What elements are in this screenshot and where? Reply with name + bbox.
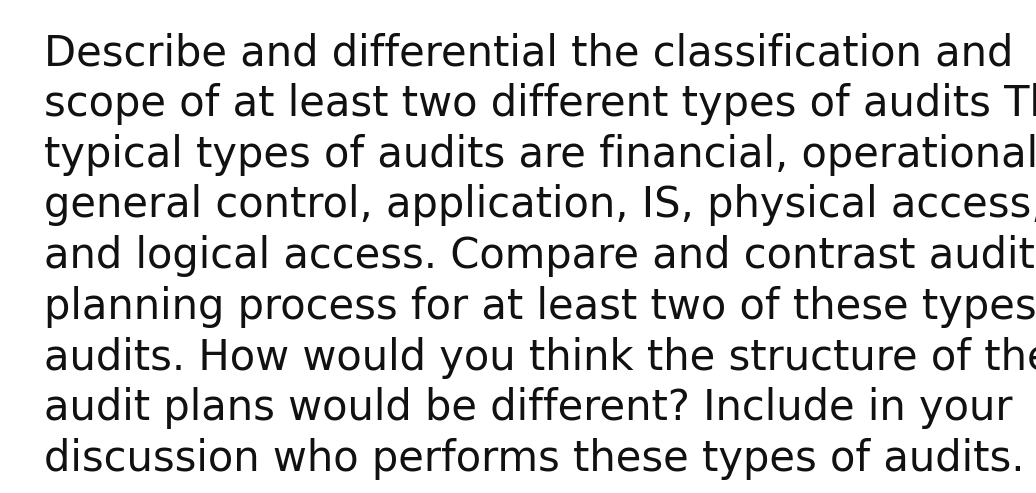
Text: and logical access. Compare and contrast audit: and logical access. Compare and contrast… xyxy=(44,235,1034,277)
Text: Describe and differential the classification and: Describe and differential the classifica… xyxy=(44,32,1013,74)
Text: scope of at least two different types of audits The: scope of at least two different types of… xyxy=(44,83,1036,125)
Text: planning process for at least two of these types of: planning process for at least two of the… xyxy=(44,286,1036,328)
Text: discussion who performs these types of audits.: discussion who performs these types of a… xyxy=(44,438,1024,480)
Text: audits. How would you think the structure of the: audits. How would you think the structur… xyxy=(44,337,1036,379)
Text: general control, application, IS, physical access,: general control, application, IS, physic… xyxy=(44,184,1036,226)
Text: audit plans would be different? Include in your: audit plans would be different? Include … xyxy=(44,387,1012,429)
Text: typical types of audits are financial, operational,: typical types of audits are financial, o… xyxy=(44,134,1036,176)
